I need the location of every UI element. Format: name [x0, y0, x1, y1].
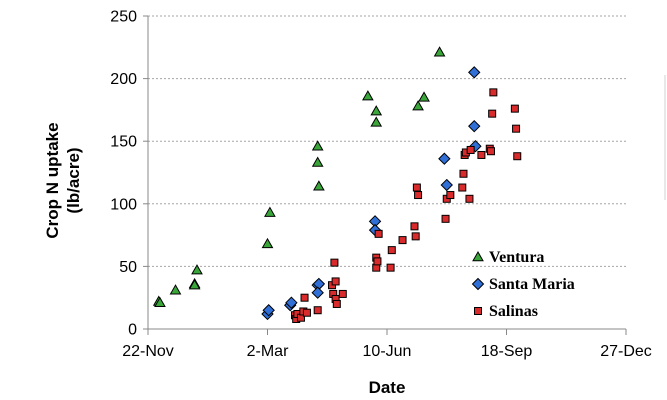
point-santa-maria: [440, 178, 453, 192]
point-ventura: [370, 116, 383, 127]
point-ventura: [188, 279, 201, 290]
point-salinas: [446, 191, 455, 200]
point-ventura: [370, 105, 383, 116]
x-axis-title: Date: [369, 378, 406, 397]
point-salinas: [302, 308, 311, 317]
point-santa-maria: [285, 296, 298, 309]
point-salinas: [373, 257, 382, 266]
point-salinas: [466, 145, 475, 154]
point-santa-maria: [262, 304, 275, 317]
y-tick-label: 150: [110, 134, 137, 151]
point-salinas: [465, 194, 474, 203]
point-santa-maria: [468, 119, 481, 133]
point-salinas: [374, 229, 383, 238]
x-tick-label: 27-Dec: [600, 343, 652, 360]
point-salinas: [332, 299, 341, 308]
legend-label-ventura: Ventura: [489, 249, 544, 266]
point-salinas: [489, 88, 498, 97]
point-salinas: [412, 183, 421, 192]
legend-marker-santa-maria: [471, 277, 485, 291]
y-tick-label: 100: [110, 196, 137, 213]
x-tick-label: 2-Mar: [247, 343, 289, 360]
y-axis-title: Crop N uptake (lb/acre): [43, 122, 83, 238]
point-ventura: [311, 140, 324, 151]
legend-label-santa-maria: Santa Maria: [489, 276, 575, 293]
grid-lines: [148, 15, 626, 267]
axes: [143, 15, 627, 335]
point-ventura: [311, 156, 324, 167]
point-santa-maria: [311, 286, 324, 299]
y-axis-title-line: (lb/acre): [64, 147, 83, 213]
y-tick-label: 200: [110, 71, 137, 88]
point-salinas: [331, 277, 340, 286]
point-salinas: [330, 258, 339, 267]
point-santa-maria: [438, 152, 451, 165]
point-ventura: [313, 180, 325, 191]
y-axis-title-line: Crop N uptake: [43, 122, 62, 238]
point-salinas: [410, 222, 419, 231]
point-santa-maria: [468, 66, 481, 79]
point-salinas: [414, 191, 423, 200]
point-ventura: [261, 237, 274, 249]
point-salinas: [513, 152, 522, 161]
point-ventura: [264, 206, 276, 217]
point-salinas: [398, 236, 407, 245]
x-tick-label: 22-Nov: [122, 343, 174, 360]
x-tick-label: 10-Jun: [363, 343, 412, 360]
point-salinas: [386, 263, 395, 272]
y-tick-label: 250: [110, 9, 137, 26]
point-salinas: [510, 104, 519, 113]
y-tick-label: 0: [128, 322, 137, 339]
tick-labels: 0 50 100 150 200 250 22-Nov 2-Mar 10-Jun 18-Sep 27…: [110, 9, 651, 361]
legend-marker-salinas: [474, 307, 482, 315]
point-ventura: [154, 296, 166, 307]
point-salinas: [411, 232, 420, 241]
legend-marker-ventura: [472, 250, 484, 262]
point-ventura: [169, 284, 182, 295]
point-salinas: [477, 150, 486, 159]
point-salinas: [338, 289, 347, 298]
point-salinas: [458, 183, 467, 192]
point-salinas: [441, 214, 450, 223]
y-tick-label: 50: [119, 259, 137, 276]
legend: Ventura Santa Maria Salinas: [471, 249, 575, 320]
legend-label-salinas: Salinas: [489, 303, 538, 320]
point-salinas: [486, 147, 495, 156]
point-salinas: [387, 246, 396, 255]
point-salinas: [459, 169, 468, 178]
point-salinas: [488, 109, 497, 118]
point-ventura: [362, 90, 374, 101]
point-salinas: [313, 306, 322, 315]
x-tick-label: 18-Sep: [481, 343, 533, 360]
point-ventura: [418, 91, 430, 102]
point-ventura: [191, 264, 203, 275]
point-salinas: [512, 124, 521, 133]
data-points: [152, 46, 522, 323]
point-ventura: [433, 46, 446, 57]
point-salinas: [300, 293, 309, 302]
point-ventura: [412, 100, 424, 111]
